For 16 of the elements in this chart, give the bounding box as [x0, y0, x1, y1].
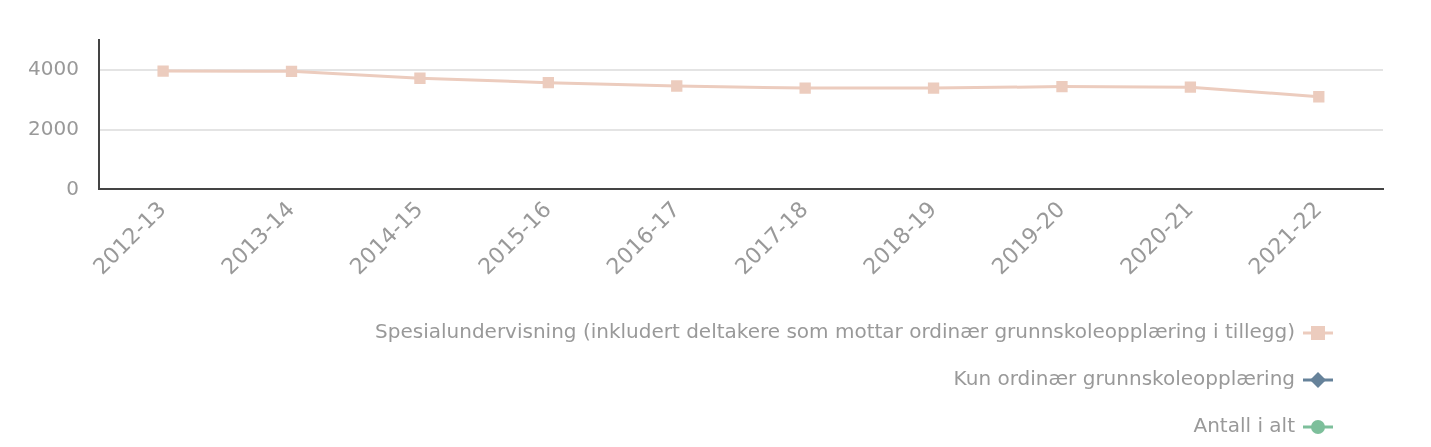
- point: [1184, 81, 1197, 93]
- legend-label: Antall i alt: [1193, 413, 1296, 438]
- point: [799, 82, 811, 94]
- point: [414, 72, 426, 84]
- point: [542, 77, 554, 89]
- point: [1056, 80, 1068, 93]
- y-tick-label: 4000: [27, 56, 79, 81]
- point: [285, 65, 298, 78]
- y-tick-label: 2000: [27, 115, 79, 140]
- y-tick-label: 0: [66, 175, 79, 200]
- point: [671, 80, 683, 92]
- point: [927, 82, 940, 94]
- point: [1313, 91, 1325, 103]
- legend-label: Kun ordinær grunnskoleopplæring: [953, 366, 1295, 391]
- legend-label: Spesialundervisning (inkludert deltakere som mottar ordinær grunnskoleopplæring i tillegg): [375, 319, 1295, 344]
- point: [157, 65, 169, 77]
